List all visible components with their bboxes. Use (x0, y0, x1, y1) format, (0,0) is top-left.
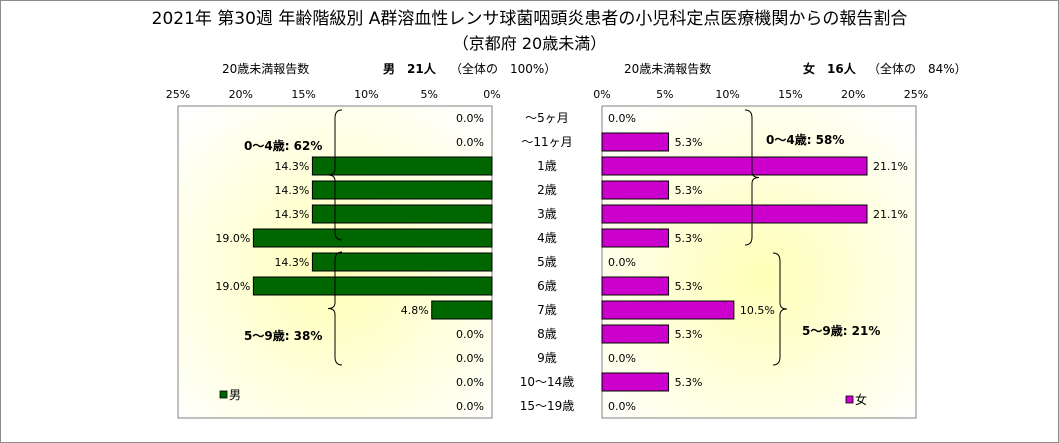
female-x-tick-label: 15% (778, 88, 802, 101)
female-data-label: 5.3% (675, 184, 703, 197)
female-x-tick-label: 10% (715, 88, 739, 101)
female-x-tick-label: 0% (593, 88, 610, 101)
male-bar (311, 156, 493, 176)
female-bar (601, 132, 670, 152)
female-legend-swatch (845, 395, 854, 404)
male-bar (311, 252, 493, 272)
male-data-label: 14.3% (274, 256, 309, 269)
female-bar (601, 180, 670, 200)
female-data-label: 5.3% (675, 376, 703, 389)
category-label: 6歳 (537, 279, 557, 293)
female-data-label: 5.3% (675, 280, 703, 293)
male-report-label: 20歳未満報告数 (222, 62, 310, 76)
female-data-label: 5.3% (675, 136, 703, 149)
female-data-label: 5.3% (675, 232, 703, 245)
female-data-label: 0.0% (608, 112, 636, 125)
female-data-label: 21.1% (873, 208, 908, 221)
male-data-label: 0.0% (456, 136, 484, 149)
chart-subtitle: （京都府 20歳未満） (452, 34, 607, 53)
male-bar (252, 228, 493, 248)
male-x-tick-label: 10% (354, 88, 378, 101)
male-x-tick-label: 25% (166, 88, 190, 101)
male-data-label: 19.0% (215, 280, 250, 293)
male-bar (431, 300, 493, 320)
category-label: 1歳 (537, 159, 557, 173)
male-data-label: 14.3% (274, 160, 309, 173)
category-label: 8歳 (537, 327, 557, 341)
male-0-4-brace (327, 109, 343, 241)
male-data-label: 14.3% (274, 184, 309, 197)
category-label: 2歳 (537, 183, 557, 197)
male-data-label: 0.0% (456, 352, 484, 365)
male-data-label: 0.0% (456, 328, 484, 341)
female-plot-area (601, 105, 917, 419)
female-bar (601, 300, 735, 320)
female-count: 女 16人 (803, 62, 856, 76)
female-bar (601, 228, 670, 248)
male-5-9-annotation: 5～9歳: 38% (244, 328, 322, 343)
female-data-label: 0.0% (608, 352, 636, 365)
female-bar (601, 204, 868, 224)
male-5-9-brace (327, 251, 343, 366)
female-bar (601, 276, 670, 296)
female-report-label: 20歳未満報告数 (624, 62, 712, 76)
category-label: ～11ヶ月 (521, 135, 572, 149)
female-5-9-brace (772, 252, 788, 366)
male-x-tick-label: 20% (229, 88, 253, 101)
female-data-label: 10.5% (740, 304, 775, 317)
female-legend-label: 女 (855, 392, 867, 407)
female-share: （全体の 84%） (868, 62, 967, 76)
female-data-label: 0.0% (608, 256, 636, 269)
male-data-label: 0.0% (456, 112, 484, 125)
female-bar (601, 324, 670, 344)
category-label: 15～19歳 (520, 399, 575, 413)
female-5-9-annotation: 5～9歳: 21% (802, 323, 880, 338)
male-data-label: 0.0% (456, 376, 484, 389)
chart-title: 2021年 第30週 年齢階級別 A群溶血性レンサ球菌咽頭炎患者の小児科定点医療… (151, 9, 908, 29)
female-data-label: 21.1% (873, 160, 908, 173)
female-0-4-brace (744, 109, 760, 246)
male-x-tick-label: 15% (291, 88, 315, 101)
category-label: ～5ヶ月 (525, 111, 569, 125)
male-data-label: 0.0% (456, 400, 484, 413)
male-bar (311, 180, 493, 200)
male-legend-swatch (219, 390, 228, 399)
male-bar (252, 276, 493, 296)
category-label: 7歳 (537, 303, 557, 317)
category-label: 10～14歳 (520, 375, 575, 389)
male-x-tick-label: 0% (483, 88, 500, 101)
female-bar (601, 156, 868, 176)
female-0-4-annotation: 0～4歳: 58% (766, 132, 844, 147)
female-x-tick-label: 5% (656, 88, 673, 101)
male-data-label: 14.3% (274, 208, 309, 221)
male-share: （全体の 100%） (450, 62, 557, 76)
male-count: 男 21人 (383, 62, 436, 76)
male-0-4-annotation: 0～4歳: 62% (244, 138, 322, 153)
male-legend-label: 男 (229, 388, 241, 402)
male-x-tick-label: 5% (420, 88, 437, 101)
category-label: 9歳 (537, 351, 557, 365)
category-label: 4歳 (537, 231, 557, 245)
male-data-label: 4.8% (401, 304, 429, 317)
male-bar (311, 204, 493, 224)
male-data-label: 19.0% (215, 232, 250, 245)
female-x-tick-label: 25% (904, 88, 928, 101)
female-bar (601, 372, 670, 392)
female-data-label: 5.3% (675, 328, 703, 341)
female-x-tick-label: 20% (841, 88, 865, 101)
female-data-label: 0.0% (608, 400, 636, 413)
category-label: 3歳 (537, 207, 557, 221)
category-label: 5歳 (537, 255, 557, 269)
